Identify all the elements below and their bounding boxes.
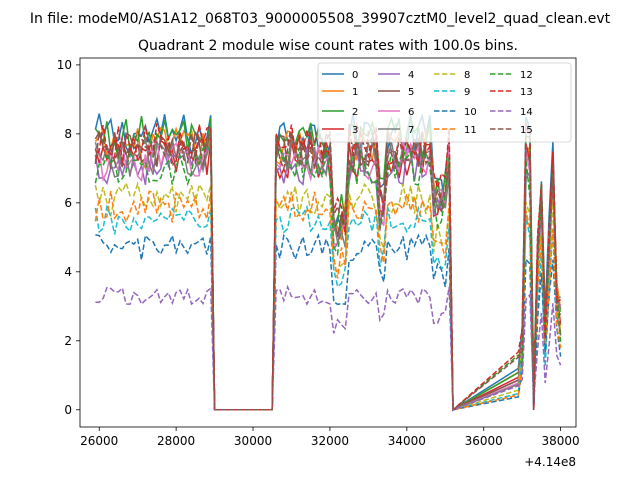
series-line-9 — [94, 204, 562, 411]
chart-title: Quadrant 2 module wise count rates with … — [138, 38, 518, 54]
legend-label-15: 15 — [520, 125, 533, 136]
legend-label-12: 12 — [520, 70, 533, 81]
legend-box — [317, 62, 572, 143]
legend-label-11: 11 — [464, 125, 477, 136]
x-tick-label: 34000 — [388, 434, 426, 448]
series-line-14 — [95, 284, 562, 411]
x-tick-label: 30000 — [234, 434, 272, 448]
legend-label-8: 8 — [464, 70, 470, 81]
figure-suptitle: In file: modeM0/AS1A12_068T03_9000005508… — [30, 11, 611, 27]
axis-ticks: 26000 28000 30000 32000 34000 36000 38000 0 2 4 6 8… — [57, 58, 580, 448]
y-tick-label: 2 — [64, 334, 72, 348]
legend-label-14: 14 — [520, 107, 533, 118]
x-tick-label: 36000 — [465, 434, 503, 448]
legend-label-9: 9 — [464, 87, 470, 98]
plot-frame — [79, 57, 577, 428]
series-line-7 — [94, 135, 562, 411]
legend-label-13: 13 — [520, 87, 533, 98]
series-line-13 — [94, 122, 562, 412]
y-tick-label: 8 — [64, 127, 72, 141]
y-tick-label: 0 — [64, 403, 72, 417]
x-tick-label: 32000 — [311, 434, 349, 448]
series-line-10 — [95, 232, 562, 411]
legend-label-2: 2 — [352, 107, 358, 118]
series-line-11 — [94, 190, 562, 411]
legend-label-4: 4 — [408, 70, 414, 81]
y-tick-label: 6 — [64, 196, 72, 210]
legend-label-1: 1 — [352, 87, 358, 98]
legend-label-6: 6 — [408, 107, 414, 118]
legend-label-5: 5 — [408, 87, 414, 98]
x-offset-label: +4.14e8 — [524, 455, 576, 469]
series-layer — [94, 113, 562, 412]
series-line-8 — [94, 180, 562, 411]
y-tick-label: 4 — [64, 265, 72, 279]
y-tick-label: 10 — [57, 58, 72, 72]
legend-label-0: 0 — [352, 70, 358, 81]
x-tick-label: 38000 — [542, 434, 580, 448]
x-tick-label: 26000 — [80, 434, 118, 448]
series-line-15 — [94, 129, 562, 412]
legend-label-7: 7 — [408, 125, 414, 136]
legend-label-3: 3 — [352, 125, 358, 136]
x-tick-label: 28000 — [157, 434, 195, 448]
legend-label-10: 10 — [464, 107, 477, 118]
series-line-12 — [94, 145, 562, 412]
